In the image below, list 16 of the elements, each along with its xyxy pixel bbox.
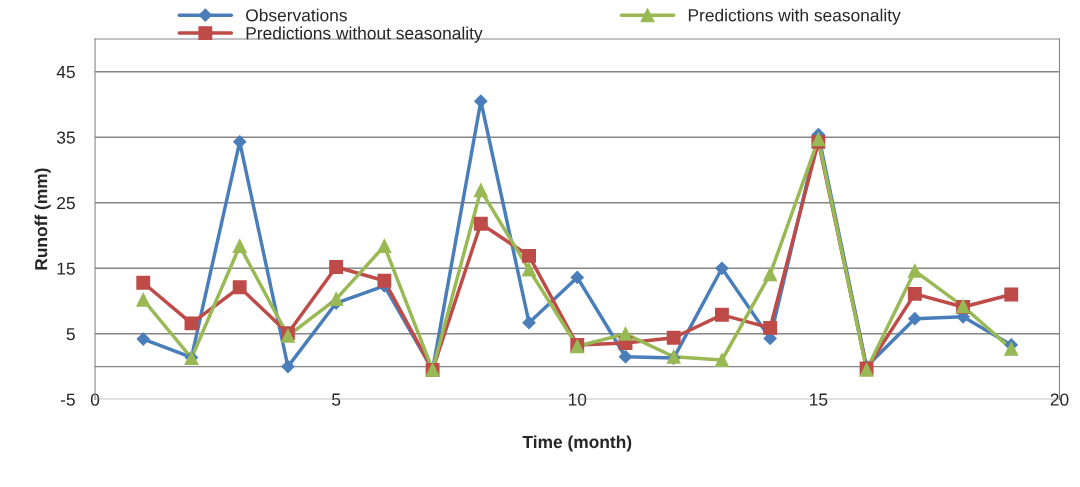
x-axis-title: Time (month): [522, 435, 632, 452]
legend-label: Observations: [246, 8, 347, 22]
x-tick-label: 0: [90, 393, 100, 406]
x-tick-label: 20: [1050, 393, 1069, 406]
y-tick-label: 15: [57, 262, 75, 275]
legend-label: Predictions without seasonality: [246, 26, 483, 43]
x-tick-label: 5: [332, 393, 341, 406]
y-tick-label: 45: [56, 66, 75, 79]
y-tick-label: 35: [56, 131, 75, 144]
y-tick-label: 25: [57, 196, 75, 210]
x-tick-label: 10: [568, 393, 587, 406]
y-tick-label: 5: [66, 328, 75, 341]
y-tick-label: -5: [60, 393, 75, 406]
x-tick-label: 15: [810, 393, 828, 406]
legend-label: Predictions with seasonality: [688, 8, 901, 25]
y-axis-title: Runoff (mm): [34, 168, 51, 270]
